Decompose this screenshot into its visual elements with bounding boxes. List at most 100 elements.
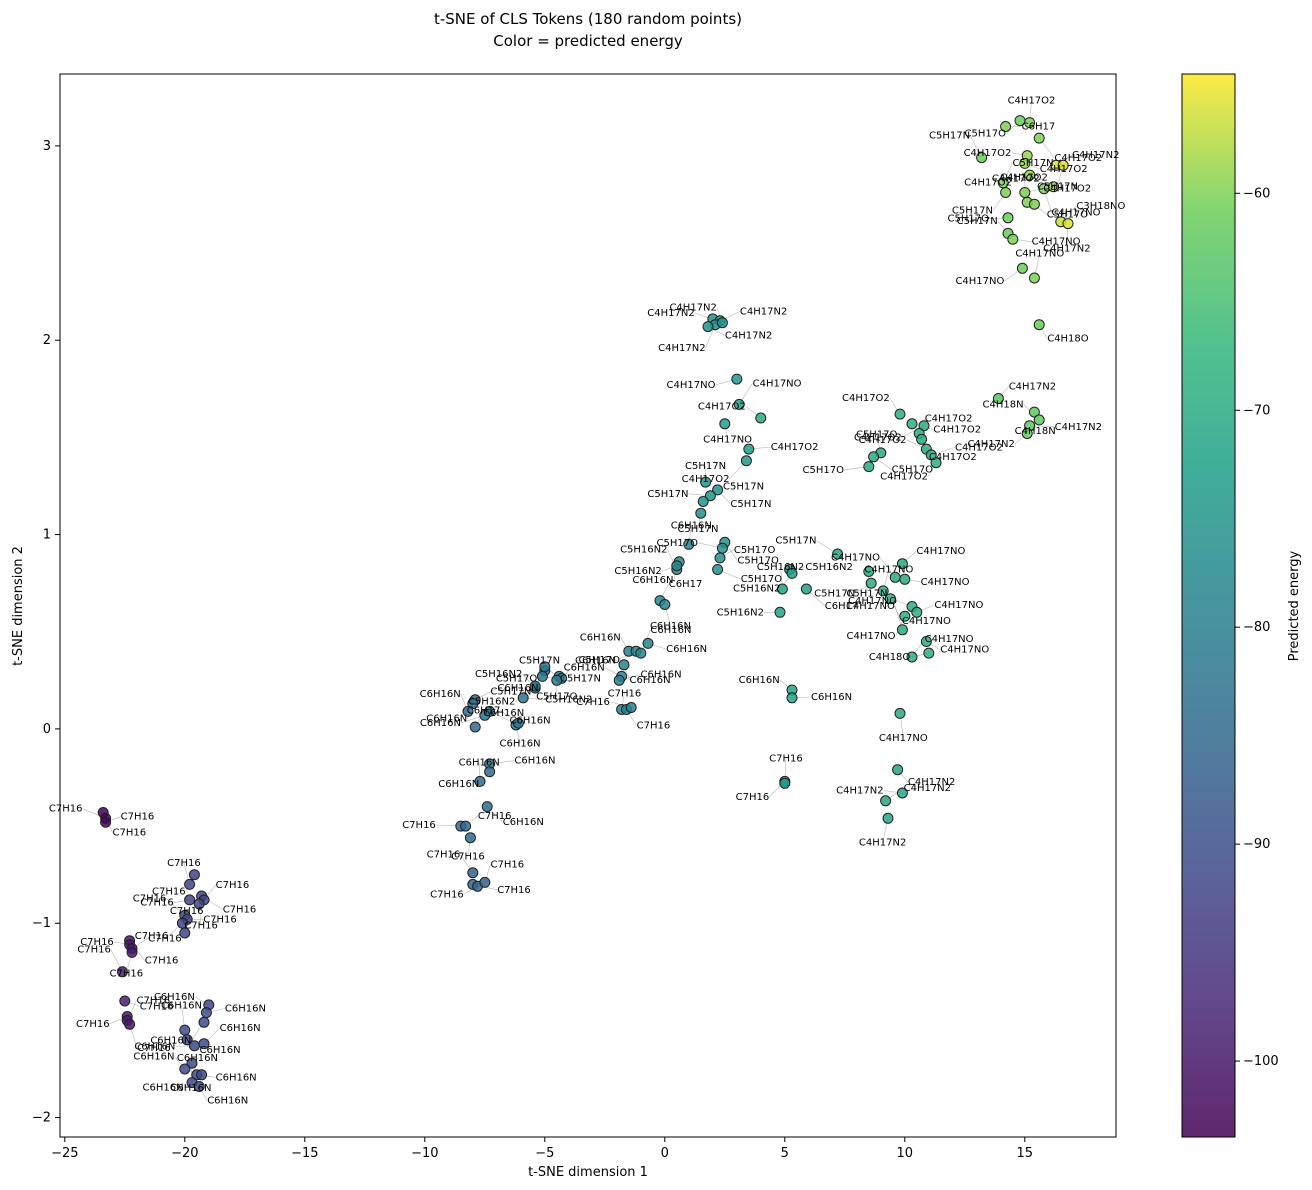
point-label: C4H17N2 (1055, 422, 1102, 433)
point-label: C4H17N2 (1072, 150, 1119, 161)
point-label: C6H16N (514, 756, 555, 767)
point-label: C5H17N (814, 588, 855, 599)
scatter-point (539, 661, 551, 673)
point-label: C4H17NO (955, 276, 1004, 287)
point-label: C4H17NO (925, 634, 974, 645)
scatter-point (925, 449, 937, 461)
point-label: C5H17O (734, 545, 776, 556)
point-label: C6H16N (133, 1052, 174, 1063)
scatter-point (865, 577, 877, 589)
point-label: C6H16N (154, 992, 195, 1003)
scatter-point (743, 443, 755, 455)
point-label: C4H18O (869, 652, 911, 663)
x-tick-label: 0 (661, 1146, 669, 1161)
colorbar-tick-label: −80 (1243, 620, 1270, 635)
scatter-point (899, 610, 911, 622)
point-label: C7H16 (491, 859, 525, 870)
point-label: C6H17 (825, 601, 859, 612)
scatter-point (126, 946, 138, 958)
point-label: C5H17N (490, 687, 531, 698)
point-label: C4H17N2 (725, 330, 772, 341)
scatter-point (719, 418, 731, 430)
point-label: C5H17O (657, 538, 699, 549)
scatter-point (474, 775, 486, 787)
scatter-point (1007, 233, 1019, 245)
scatter-point (467, 698, 479, 710)
x-tick-label: −5 (535, 1146, 554, 1161)
scatter-point (1062, 218, 1074, 230)
point-label: C7H16 (497, 885, 531, 896)
point-label: C5H17N (952, 206, 993, 217)
scatter-point (882, 812, 894, 824)
point-label: C3H18NO (1076, 201, 1125, 212)
scatter-point (642, 637, 654, 649)
colorbar (1181, 73, 1236, 1138)
point-label: C4H18N (1015, 426, 1056, 437)
point-label: C7H16 (77, 945, 111, 956)
scatter-point (918, 420, 930, 432)
scatter-point (529, 680, 541, 692)
x-tick-label: 10 (897, 1146, 914, 1161)
y-tick-label: 1 (43, 528, 51, 543)
y-axis-label: t-SNE dimension 2 (11, 546, 26, 666)
point-label: C6H16N (650, 621, 691, 632)
scatter-point (832, 548, 844, 560)
scatter-point (884, 593, 896, 605)
point-label: C4H17NO (934, 600, 983, 611)
scatter-point (462, 705, 474, 717)
point-label: C4H17O2 (1054, 153, 1102, 164)
point-label: C7H16 (430, 889, 464, 900)
scatter-point (1019, 157, 1031, 169)
scatter-point (755, 412, 767, 424)
scatter-point (181, 1034, 193, 1046)
scatter-point (625, 702, 637, 713)
scatter-point (683, 538, 695, 550)
point-label: C4H17N2 (1043, 244, 1090, 255)
point-label: C7H16 (121, 812, 155, 823)
scatter-point (1016, 262, 1028, 274)
scatter-point (618, 659, 630, 671)
point-label: C5H17N (560, 673, 601, 684)
point-label: C5H17N (957, 216, 998, 227)
scatter-point (1024, 117, 1036, 129)
scatter-point (517, 692, 529, 704)
scatter-point (512, 717, 524, 729)
point-label: C4H17NO (1052, 208, 1101, 219)
scatter-point (923, 647, 935, 659)
scatter-point (894, 408, 906, 420)
point-label: C6H16N (420, 689, 461, 700)
point-label: C7H16 (184, 921, 218, 932)
point-label: C7H16 (137, 996, 171, 1007)
point-label: C4H17O2 (964, 177, 1012, 188)
point-label: C6H16N (161, 1000, 202, 1011)
point-label: C6H16N (225, 1004, 266, 1015)
point-label: C4H17O2 (1043, 183, 1091, 194)
point-label: C4H17N2 (904, 783, 951, 794)
point-label: C7H16 (110, 969, 144, 980)
point-label: C4H17NO (864, 565, 913, 576)
point-label: C5H16N2 (475, 669, 522, 680)
point-label: C6H16N (150, 1035, 191, 1046)
scatter-point (716, 542, 728, 554)
point-label: C5H16N2 (717, 607, 764, 618)
point-label: C6H16N (134, 1042, 175, 1053)
scatter-point (1002, 212, 1014, 224)
scatter-point (479, 876, 491, 888)
scatter-point (460, 820, 472, 832)
scatter-point (695, 507, 707, 519)
scatter-point (868, 451, 880, 463)
scatter-point (786, 692, 798, 704)
scatter-point (899, 573, 911, 585)
point-label: C7H16 (402, 820, 436, 831)
scatter-point (700, 476, 712, 488)
scatter-point (896, 558, 908, 570)
scatter-point (894, 707, 906, 719)
point-label: C5H17O (1047, 210, 1089, 221)
point-label: C4H18O (1047, 334, 1089, 345)
scatter-point (119, 995, 131, 1007)
point-label: C4H17O2 (771, 442, 819, 453)
scatter-point (116, 966, 128, 978)
scatter-point (484, 766, 496, 778)
